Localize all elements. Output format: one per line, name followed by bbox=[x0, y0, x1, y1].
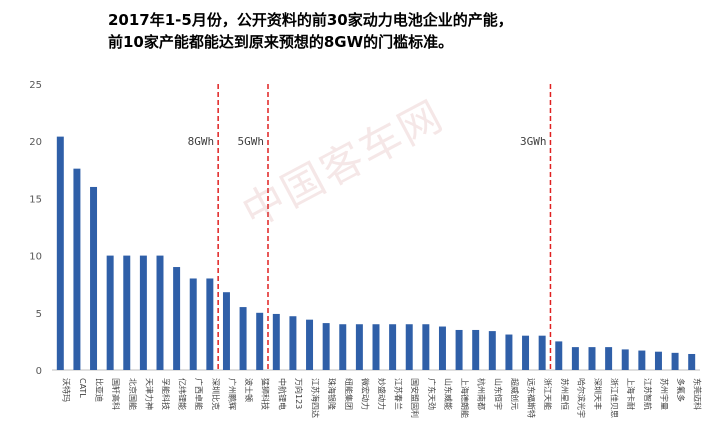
x-tick-label: 深圳天丰 bbox=[593, 378, 603, 410]
x-tick-label: 万向123 bbox=[294, 378, 304, 409]
bar bbox=[522, 335, 530, 370]
y-tick-label: 15 bbox=[29, 194, 42, 205]
bar bbox=[123, 255, 131, 370]
bar bbox=[389, 324, 397, 370]
x-tick-label: 珠海银隆 bbox=[327, 378, 337, 410]
x-tick-label: 江苏海四达 bbox=[311, 378, 321, 418]
x-tick-label: 江苏春兰 bbox=[394, 378, 404, 410]
bar bbox=[106, 255, 114, 370]
bar bbox=[671, 352, 679, 370]
x-tick-label: 上海德朗能 bbox=[460, 378, 470, 418]
x-tick-label: 比亚迪 bbox=[95, 378, 105, 402]
bar bbox=[73, 168, 81, 370]
x-tick-label: 广东天劲 bbox=[427, 378, 437, 410]
x-tick-label: 浙江天能 bbox=[543, 378, 553, 410]
bar bbox=[571, 347, 579, 370]
bar bbox=[422, 324, 430, 370]
x-tick-label: 孚能科技 bbox=[161, 378, 171, 410]
x-tick-label: 哈尔滨光宇 bbox=[576, 378, 586, 418]
bar bbox=[256, 312, 264, 370]
bar bbox=[173, 267, 181, 370]
bar bbox=[322, 323, 330, 370]
x-tick-label: 国安盟固利 bbox=[410, 378, 420, 418]
bar bbox=[56, 136, 64, 370]
threshold-label: 5GWh bbox=[238, 135, 265, 148]
x-tick-label: 杭州南都 bbox=[477, 378, 487, 410]
bar bbox=[588, 347, 596, 370]
x-tick-label: 苏州宇量 bbox=[659, 378, 669, 410]
x-tick-label: 东莞迈科 bbox=[693, 378, 703, 410]
bar bbox=[405, 324, 413, 370]
bar bbox=[438, 326, 446, 370]
bar bbox=[488, 331, 496, 370]
y-tick-label: 0 bbox=[36, 366, 42, 377]
bar bbox=[455, 329, 463, 370]
bar bbox=[654, 351, 662, 370]
x-tick-label: 妙盛动力 bbox=[377, 378, 387, 410]
x-tick-label: 国轩高科 bbox=[111, 378, 121, 410]
bar bbox=[156, 255, 164, 370]
x-tick-label: 北京国能 bbox=[128, 378, 138, 410]
x-axis-labels: 沃特玛 CATL 比亚迪 国轩高科 北京国能 天津力神 孚能科技 亿纬锂能 广西卓能 深圳比克 广州… bbox=[61, 378, 702, 418]
bar bbox=[189, 278, 197, 370]
bar bbox=[472, 329, 480, 370]
y-tick-label: 25 bbox=[29, 80, 42, 91]
x-tick-label: 深圳比克 bbox=[211, 378, 221, 410]
bar bbox=[306, 319, 314, 370]
x-tick-label: 上海卡耐 bbox=[626, 378, 636, 410]
x-tick-label: 亿纬锂能 bbox=[178, 378, 188, 410]
bar bbox=[555, 341, 563, 370]
bar bbox=[272, 313, 280, 370]
x-tick-label: 微宏动力 bbox=[360, 378, 370, 410]
x-tick-label: 超威创元 bbox=[510, 378, 520, 410]
x-tick-label: 浙江佳贝思 bbox=[610, 378, 620, 418]
y-tick-label: 10 bbox=[29, 252, 42, 263]
title-line-2: 前10家产能都能达到原来预想的8GW的门槛标准。 bbox=[108, 33, 454, 51]
x-tick-label: 苏州星恒 bbox=[560, 378, 570, 410]
threshold-label: 3GWh bbox=[520, 135, 547, 148]
bar bbox=[605, 347, 613, 370]
title-line-1: 2017年1-5月份，公开资料的前30家动力电池企业的产能， bbox=[108, 11, 513, 29]
x-tick-label: 远东福斯特 bbox=[527, 378, 537, 418]
y-tick-label: 5 bbox=[36, 309, 42, 320]
x-tick-label: 波士顿 bbox=[244, 378, 254, 402]
bar bbox=[638, 350, 646, 370]
x-tick-label: 沃特玛 bbox=[61, 378, 71, 402]
x-tick-label: 山东恒宇 bbox=[493, 378, 503, 410]
x-tick-label: 广州鹏辉 bbox=[227, 378, 237, 410]
threshold-lines: 8GWh 5GWh 3GWh bbox=[188, 84, 552, 370]
bar bbox=[505, 334, 513, 370]
threshold-label: 8GWh bbox=[188, 135, 215, 148]
y-tick-label: 20 bbox=[29, 137, 42, 148]
x-tick-label: 中航锂电 bbox=[277, 378, 287, 410]
bar bbox=[139, 255, 147, 370]
bar bbox=[339, 324, 347, 370]
bar bbox=[538, 335, 546, 370]
x-tick-label: 猛狮科技 bbox=[261, 378, 271, 410]
x-tick-label: 纽能集团 bbox=[344, 378, 354, 410]
bars bbox=[56, 136, 696, 370]
bar bbox=[355, 324, 363, 370]
bar bbox=[206, 278, 214, 370]
bar bbox=[621, 349, 629, 370]
bar bbox=[222, 292, 230, 370]
x-tick-label: 山东威能 bbox=[443, 378, 453, 410]
x-tick-label: CATL bbox=[78, 378, 87, 398]
x-tick-label: 广西卓能 bbox=[194, 378, 204, 410]
x-tick-label: 江苏智航 bbox=[643, 378, 653, 410]
bar bbox=[90, 186, 98, 370]
bar bbox=[239, 307, 247, 370]
bar bbox=[289, 316, 297, 370]
x-tick-label: 天津力神 bbox=[144, 378, 154, 410]
bar bbox=[372, 324, 380, 370]
chart-title: 2017年1-5月份，公开资料的前30家动力电池企业的产能， 前10家产能都能达… bbox=[108, 9, 668, 53]
bar bbox=[688, 353, 696, 370]
x-tick-label: 多氟多 bbox=[676, 378, 686, 402]
